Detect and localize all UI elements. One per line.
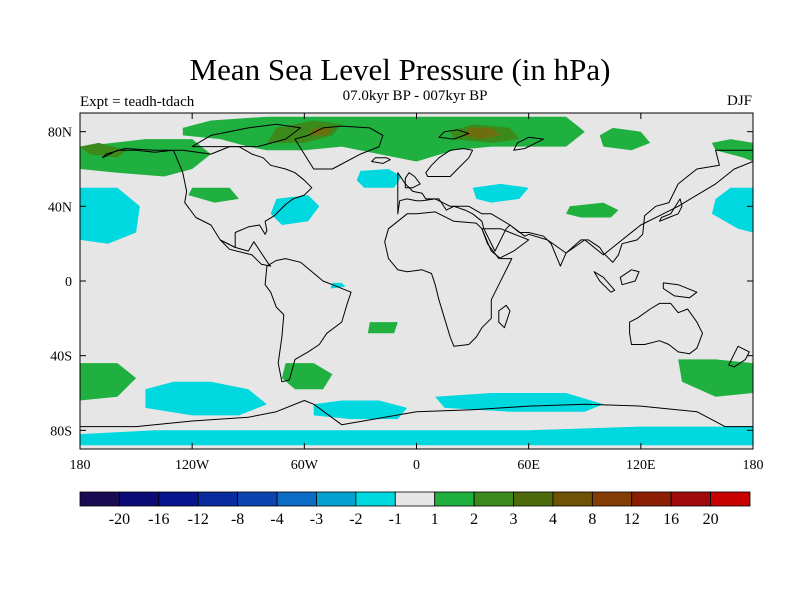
lon-tick-label: 0 — [413, 458, 420, 473]
colorbar-label: 1 — [431, 511, 439, 528]
colorbar-label: -12 — [188, 511, 209, 528]
coastline-south-america — [264, 258, 352, 383]
colorbar-label: 20 — [703, 511, 719, 528]
chart-subtitle: 07.0kyr BP - 007kyr BP — [342, 88, 488, 104]
colorbar-swatch — [119, 491, 160, 507]
anomaly-region-7 — [80, 426, 753, 446]
colorbar-label: -2 — [349, 511, 362, 528]
lon-tick-label: 60E — [517, 458, 540, 473]
anomaly-region-27 — [308, 127, 333, 136]
colorbar-label: 3 — [510, 511, 518, 528]
colorbar-label: -8 — [231, 511, 244, 528]
lat-tick-label: 40N — [48, 200, 72, 215]
experiment-label: Expt = teadh-tdach — [80, 94, 195, 110]
colorbar-swatch — [434, 491, 475, 507]
colorbar-swatch — [276, 491, 317, 507]
longitude-axis: 180 120W 60W 0 60E 120E 180 — [70, 113, 764, 473]
colorbar-swatch — [197, 491, 239, 507]
season-label: DJF — [726, 93, 752, 109]
coastline-iceland — [371, 157, 391, 164]
coastline-svalbard — [438, 129, 470, 140]
colorbar-swatch — [316, 491, 357, 507]
anomaly-region-6 — [472, 183, 529, 203]
coastline-madagascar — [498, 304, 511, 329]
lon-tick-label: 120W — [175, 458, 210, 473]
colorbar-label: 2 — [470, 511, 478, 528]
lat-tick-label: 0 — [65, 275, 72, 290]
anomaly-region-11 — [330, 282, 346, 289]
colorbar-swatch — [710, 491, 751, 507]
latitude-axis: 80N 40N 0 40S 80S — [48, 126, 753, 439]
coastline-scandinavia — [425, 148, 474, 177]
colorbar-swatch — [473, 491, 514, 507]
anomaly-region-3 — [711, 187, 753, 233]
anomaly-region-1 — [80, 187, 140, 244]
colorbar-label: 16 — [663, 511, 679, 528]
anomaly-region-20 — [281, 363, 333, 390]
lon-tick-label: 180 — [743, 458, 764, 473]
coastlines — [80, 123, 753, 449]
chart-title: Mean Sea Level Pressure (in hPa) — [189, 52, 611, 87]
anomaly-region-19 — [80, 363, 137, 401]
anomaly-region-18 — [188, 187, 239, 203]
colorbar-swatch — [591, 491, 633, 507]
lon-tick-label: 60W — [291, 458, 319, 473]
colorbar-label: -3 — [310, 511, 323, 528]
anomaly-region-4 — [270, 195, 320, 225]
lat-tick-label: 80N — [48, 126, 72, 141]
colorbar: -20 -16 -12 -8 -4 -3 -2 -1 1 2 3 4 8 12 16 20 — [79, 491, 751, 528]
coastline-greenland — [294, 125, 384, 170]
colorbar-label: 4 — [549, 511, 557, 528]
coastline-australia — [629, 302, 703, 355]
anomaly-region-10 — [435, 393, 604, 412]
colorbar-swatch — [552, 491, 593, 507]
coastline-europe-asia — [397, 149, 753, 267]
coastline-new-zealand — [728, 345, 750, 368]
coastline-central-america — [219, 239, 272, 267]
anomaly-region-22 — [367, 322, 398, 334]
coastline-novaya-zemlya — [513, 136, 545, 151]
colorbar-label: 8 — [588, 511, 596, 528]
anomaly-regions — [80, 116, 753, 446]
lat-tick-label: 40S — [50, 350, 72, 365]
anomaly-region-9 — [313, 400, 408, 420]
anomaly-region-21 — [678, 359, 753, 397]
anomaly-region-25 — [80, 142, 127, 158]
coastline-borneo — [619, 269, 640, 286]
colorbar-label: -20 — [109, 511, 130, 528]
colorbar-swatch — [631, 491, 672, 507]
colorbar-label: -16 — [148, 511, 169, 528]
coastline-new-guinea — [662, 282, 698, 299]
anomaly-region-8 — [145, 381, 267, 416]
coastline-british-isles — [404, 172, 421, 189]
colorbar-label: -1 — [389, 511, 402, 528]
colorbar-label: -4 — [270, 511, 283, 528]
colorbar-swatch — [670, 491, 711, 507]
colorbar-label: 12 — [624, 511, 640, 528]
lon-tick-label: 120E — [626, 458, 656, 473]
coastline-japan — [659, 198, 683, 222]
coastline-arabia — [481, 228, 530, 260]
coastline-arctic-islands — [191, 123, 302, 148]
lon-tick-label: 180 — [70, 458, 91, 473]
anomaly-region-14 — [599, 127, 651, 151]
colorbar-swatch — [237, 491, 278, 507]
lat-tick-label: 80S — [50, 424, 72, 439]
coastline-africa — [384, 211, 513, 347]
colorbar-swatch — [394, 491, 436, 507]
colorbar-swatch — [158, 491, 199, 507]
coastline-sumatra — [593, 271, 616, 293]
coastline-antarctica — [80, 400, 753, 449]
colorbar-swatch — [79, 491, 120, 507]
anomaly-region-17 — [566, 202, 619, 218]
anomaly-region-26 — [463, 127, 501, 140]
colorbar-swatch — [355, 491, 396, 507]
colorbar-swatch — [513, 491, 554, 507]
anomaly-region-5 — [356, 169, 402, 188]
